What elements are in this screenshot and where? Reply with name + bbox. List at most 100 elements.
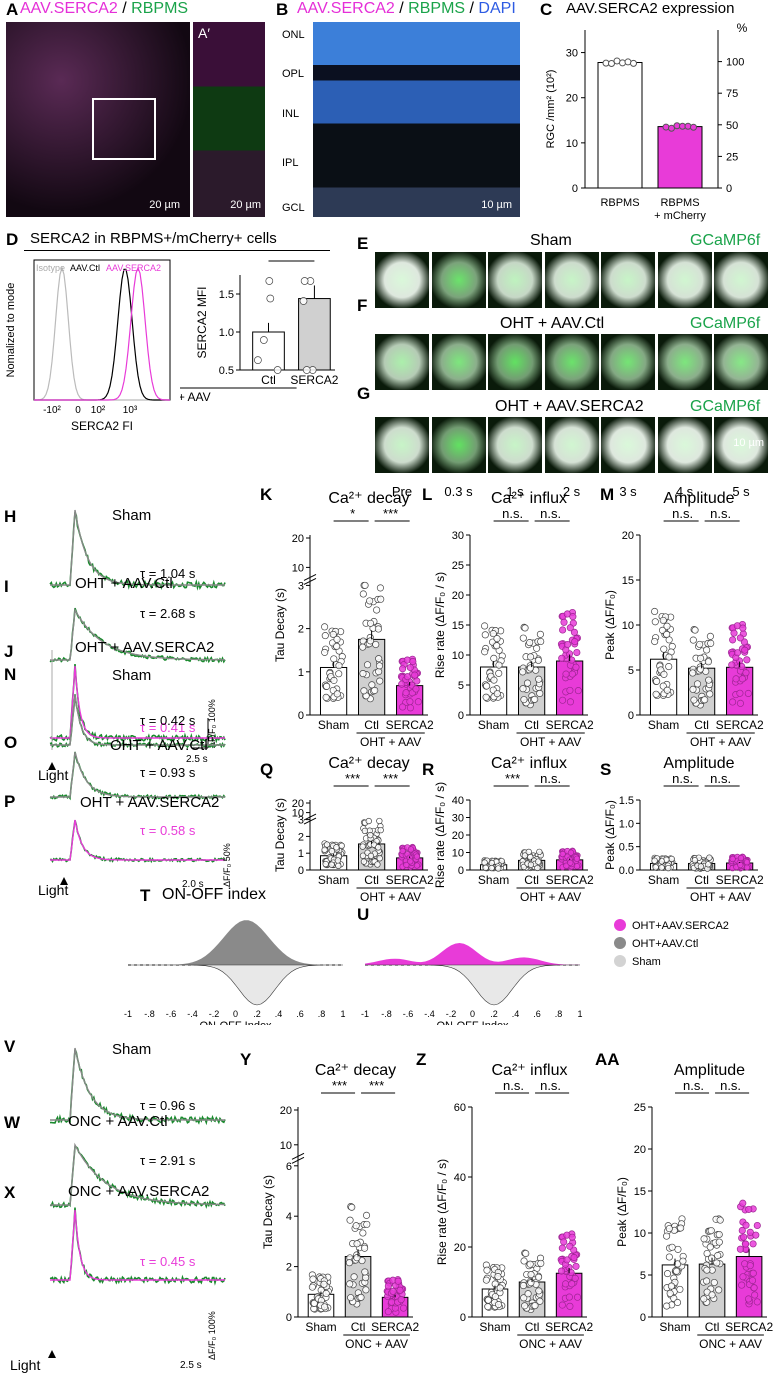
hist-d: Nomalized to mode -10² 0 10² 10³ SERCA2 FI Iso… xyxy=(5,259,171,430)
panel-letter-u: U xyxy=(357,905,370,924)
K-point xyxy=(359,590,367,598)
j-fit xyxy=(50,665,225,739)
Z-point xyxy=(568,1280,576,1288)
AA-ytick-label: 0 xyxy=(640,1312,646,1324)
n-fit xyxy=(50,694,225,746)
M-cat-1: Ctl xyxy=(694,718,709,732)
R-point xyxy=(521,852,529,859)
Y-point xyxy=(362,1211,371,1219)
AA-point xyxy=(677,1224,685,1232)
Z-point xyxy=(484,1296,492,1304)
micrograph-a: 20 µm xyxy=(6,22,190,217)
R-cat-1: Ctl xyxy=(524,873,539,887)
D-bar-0 xyxy=(252,331,285,371)
K-point xyxy=(366,597,374,605)
K-point xyxy=(359,670,367,678)
L-point xyxy=(566,624,574,632)
Z-point xyxy=(535,1287,543,1295)
x-tau: τ = 0.45 s xyxy=(140,1254,196,1269)
Q-point xyxy=(375,844,382,851)
L-ytick-label: 25 xyxy=(452,560,464,572)
AA-point xyxy=(710,1278,718,1287)
Z-sig-0: n.s. xyxy=(503,1078,524,1093)
AA-point xyxy=(714,1252,722,1260)
S-point xyxy=(697,863,705,870)
S-point xyxy=(737,861,744,869)
Q-point xyxy=(335,862,342,869)
K-ylabel: Tau Decay (s) xyxy=(273,588,287,662)
K-point xyxy=(322,693,330,701)
L-point xyxy=(481,631,489,639)
K-cat-2: SERCA2 xyxy=(386,718,434,732)
R-point xyxy=(495,865,502,872)
M-point xyxy=(660,645,668,653)
time-label-4: 3 s xyxy=(619,484,637,499)
Y-sig-0: *** xyxy=(332,1078,347,1093)
L-point xyxy=(493,690,501,698)
t-xtick: .8 xyxy=(318,1009,326,1019)
AA-cat-1: Ctl xyxy=(705,1320,720,1334)
u-xtick: .8 xyxy=(555,1009,563,1019)
K-ytick-label: 3 xyxy=(298,580,304,592)
L-point xyxy=(481,648,489,656)
t-xtick: -.8 xyxy=(144,1009,155,1019)
K-point xyxy=(373,606,381,614)
AA-point xyxy=(663,1232,671,1240)
Z-point xyxy=(520,1257,528,1265)
S-point xyxy=(743,864,751,871)
Y-point xyxy=(346,1216,354,1224)
c-point xyxy=(619,59,626,67)
letter-n: N xyxy=(4,665,16,684)
Q-ytick-label: 3 xyxy=(298,815,304,827)
Z-point xyxy=(562,1280,570,1288)
panel-letter-t: T xyxy=(140,886,151,905)
scale-g: 10 µm xyxy=(733,437,764,449)
S-ytick-label: 0.0 xyxy=(619,865,634,877)
h-fit xyxy=(50,509,225,586)
Z-cat-1: Ctl xyxy=(525,1320,540,1334)
Q-title: Ca²⁺ decay xyxy=(328,755,409,772)
L-group: OHT + AAV xyxy=(520,735,581,749)
AA-point xyxy=(742,1221,750,1229)
D-point xyxy=(273,366,282,374)
R-point xyxy=(482,864,489,871)
letter-k: K xyxy=(260,485,273,504)
layer-ipl: IPL xyxy=(282,157,299,169)
scale3-y-label: ΔF/F₀ 100% xyxy=(207,1311,217,1360)
Z-point xyxy=(524,1290,532,1298)
Q-point xyxy=(367,852,375,860)
M-group: OHT + AAV xyxy=(690,735,751,749)
charts-yz-aa: Y Z AA 0 2 4 6 10 20 Tau Decay (s) Ca²⁺ decay Sham C… xyxy=(240,1050,773,1351)
AA-ytick-label: 5 xyxy=(640,1270,646,1282)
AA-point xyxy=(716,1216,724,1224)
d-xtick: -10² xyxy=(43,405,61,416)
L-point xyxy=(519,668,527,676)
Q-break2 xyxy=(303,817,317,825)
K-point xyxy=(360,687,368,695)
R-ytick-label: 30 xyxy=(452,813,464,825)
K-point xyxy=(335,670,343,678)
AA-sig-0: n.s. xyxy=(683,1078,704,1093)
Z-point xyxy=(565,1293,573,1301)
K-point xyxy=(399,665,407,673)
K-title: Ca²⁺ decay xyxy=(328,490,409,507)
t-xtick: .2 xyxy=(253,1009,261,1019)
strip-f xyxy=(375,334,770,392)
S-point xyxy=(706,854,713,861)
Q-cat-0: Sham xyxy=(318,873,349,887)
S-cat-2: SERCA2 xyxy=(716,873,764,887)
S-point xyxy=(729,855,736,863)
Y-point xyxy=(308,1283,316,1291)
L-point xyxy=(533,644,541,652)
scale-a: 20 µm xyxy=(149,199,180,211)
u-upper xyxy=(365,943,580,965)
d-xlabel: SERCA2 FI xyxy=(71,419,133,430)
Z-ytick-label: 60 xyxy=(454,1102,466,1114)
AA-group: ONC + AAV xyxy=(699,1337,762,1351)
letter-r: R xyxy=(422,760,434,779)
M-point xyxy=(729,636,737,644)
h-tau: τ = 1.04 s xyxy=(140,566,196,581)
L-ytick-label: 15 xyxy=(452,620,464,632)
panel-e-label: GCaMP6f xyxy=(690,232,761,249)
Z-cat-0: Sham xyxy=(479,1320,510,1334)
